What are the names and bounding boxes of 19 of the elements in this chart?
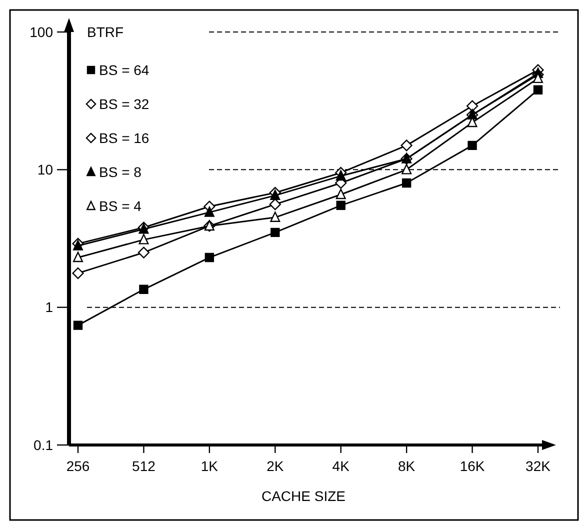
x-tick-label: 8K (398, 458, 416, 474)
legend-label: BS = 8 (99, 164, 142, 180)
x-tick-label: 16K (460, 458, 486, 474)
y-tick-label: 0.1 (34, 436, 54, 453)
legend-label: BS = 16 (99, 130, 150, 146)
y-tick-label: 1 (45, 299, 54, 316)
y-axis-title: BTRF (87, 24, 124, 40)
legend-label: BS = 64 (99, 62, 150, 78)
x-tick-label: 256 (66, 458, 90, 474)
x-tick-label: 1K (200, 458, 219, 474)
y-tick-label: 10 (37, 162, 54, 178)
x-axis-title: CACHE SIZE (261, 488, 346, 504)
x-tick-label: 2K (266, 458, 284, 474)
legend-label: BS = 4 (99, 198, 142, 214)
x-tick-label: 512 (132, 458, 156, 474)
legend-label: BS = 32 (99, 96, 150, 112)
y-tick-label: 100 (30, 24, 54, 40)
x-tick-label: 32K (526, 458, 552, 474)
x-tick-label: 4K (332, 458, 350, 474)
